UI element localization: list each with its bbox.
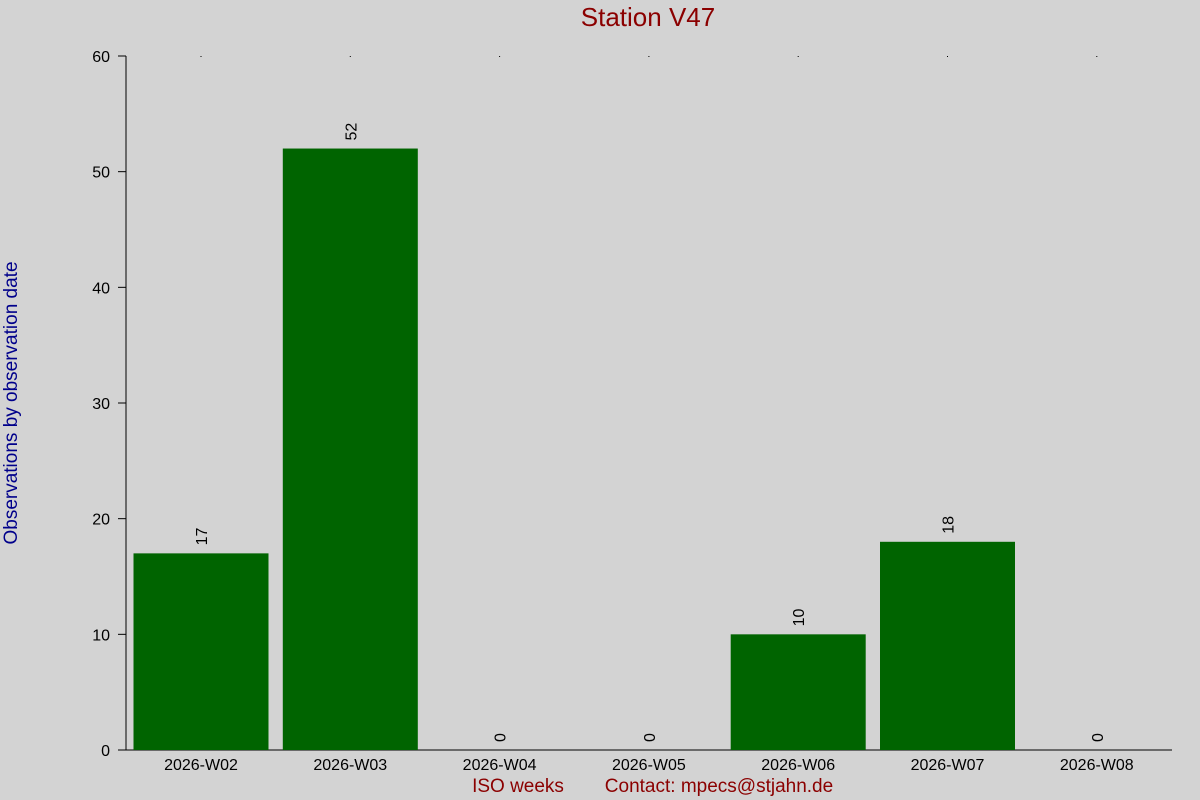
- y-tick-label: 20: [92, 512, 110, 529]
- x-tick-label: 2026-W02: [164, 757, 238, 774]
- bar: [730, 634, 866, 750]
- bar-value-label: 0: [1090, 733, 1107, 742]
- x-tick-label: 2026-W03: [313, 757, 387, 774]
- bar-value-label: 52: [343, 123, 360, 141]
- bar: [282, 148, 418, 751]
- bar: [133, 553, 269, 750]
- bars: 17 52 0 0 10 18 0: [133, 123, 1107, 751]
- chart-title: Station V47: [581, 2, 715, 32]
- bar-value-label: 17: [194, 527, 211, 545]
- bar-value-label: 10: [791, 608, 808, 626]
- x-tick-label: 2026-W06: [761, 757, 835, 774]
- y-tick-label: 40: [92, 280, 110, 297]
- contact-label: Contact: mpecs@stjahn.de: [605, 776, 833, 797]
- y-ticks: 0 10 20 30 40 50 60: [92, 49, 126, 760]
- y-tick-label: 30: [92, 396, 110, 413]
- bar-value-label: 18: [941, 516, 958, 534]
- y-tick-label: 0: [101, 743, 110, 760]
- x-tick-label: 2026-W05: [612, 757, 686, 774]
- y-tick-label: 50: [92, 165, 110, 182]
- x-axis-label: ISO weeks: [472, 776, 564, 797]
- y-tick-label: 60: [92, 49, 110, 66]
- x-tick-label: 2026-W04: [463, 757, 537, 774]
- x-ticks: 2026-W02 2026-W03 2026-W04 2026-W05 2026-W06…: [164, 56, 1134, 774]
- bar-value-label: 0: [493, 733, 510, 742]
- bar: [880, 541, 1015, 750]
- x-tick-label: 2026-W07: [911, 757, 985, 774]
- x-tick-label: 2026-W08: [1060, 757, 1134, 774]
- y-tick-label: 10: [92, 627, 110, 644]
- y-axis-label: Observations by observation date: [1, 261, 22, 544]
- bar-value-label: 0: [642, 733, 659, 742]
